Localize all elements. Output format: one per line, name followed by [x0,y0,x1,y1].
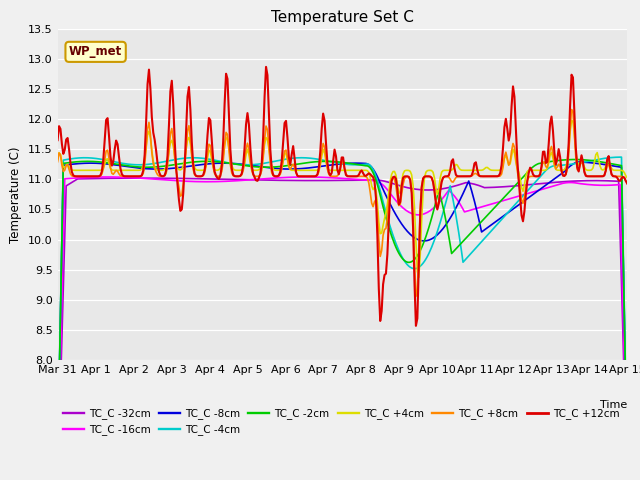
TC_C -8cm [122,164,130,169]
TC_C +8cm [239,168,247,174]
TC_C +8cm [568,107,575,112]
TC_C -4cm [623,458,631,464]
TC_C -8cm [412,236,420,241]
TC_C -8cm [54,463,61,469]
TC_C -32cm [281,178,289,183]
TC_C -16cm [469,206,477,212]
TC_C +4cm [469,168,477,173]
Legend: TC_C -32cm, TC_C -16cm, TC_C -8cm, TC_C -4cm, TC_C -2cm, TC_C +4cm, TC_C +8cm, T: TC_C -32cm, TC_C -16cm, TC_C -8cm, TC_C … [63,408,620,435]
TC_C -16cm [239,178,247,183]
Text: WP_met: WP_met [69,46,122,59]
TC_C -8cm [239,161,247,167]
Line: TC_C -2cm: TC_C -2cm [58,159,627,467]
TC_C -2cm [570,156,578,162]
TC_C +12cm [122,173,130,179]
TC_C -2cm [412,255,420,261]
TC_C +4cm [623,175,631,180]
TC_C -16cm [54,478,61,480]
TC_C -4cm [468,250,476,255]
TC_C +4cm [415,275,422,280]
TC_C +8cm [122,173,130,179]
TC_C -8cm [623,465,631,470]
TC_C +12cm [412,323,420,329]
TC_C -8cm [465,178,472,184]
TC_C -2cm [465,232,472,238]
TC_C +4cm [412,239,420,245]
TC_C +8cm [467,173,474,179]
TC_C +4cm [122,168,130,173]
TC_C +8cm [412,294,420,300]
TC_C -16cm [122,175,130,180]
TC_C -32cm [413,187,421,192]
Line: TC_C -32cm: TC_C -32cm [58,178,627,480]
TC_C +12cm [281,120,289,126]
TC_C -4cm [239,162,247,168]
TC_C +12cm [468,173,476,179]
TC_C -2cm [623,464,631,469]
Title: Temperature Set C: Temperature Set C [271,10,414,25]
Line: TC_C -8cm: TC_C -8cm [58,162,627,468]
TC_C +12cm [262,64,270,70]
TC_C -32cm [241,177,248,182]
TC_C -32cm [469,181,477,187]
TC_C -2cm [239,162,247,168]
TC_C -2cm [54,462,61,468]
TC_C -4cm [618,154,625,160]
TC_C +4cm [239,166,247,171]
TC_C +8cm [279,157,287,163]
TC_C +12cm [239,163,247,168]
TC_C +8cm [469,172,477,178]
TC_C -8cm [279,166,287,172]
TC_C -4cm [54,460,61,466]
TC_C -2cm [122,163,130,168]
TC_C -8cm [573,159,581,165]
TC_C +12cm [470,161,478,167]
TC_C -4cm [412,265,420,271]
TC_C -4cm [122,161,130,167]
TC_C -16cm [302,174,310,180]
Line: TC_C +4cm: TC_C +4cm [58,120,627,277]
TC_C +4cm [54,156,61,162]
TC_C -16cm [413,212,421,218]
TC_C -2cm [279,163,287,169]
TC_C -32cm [140,175,147,181]
TC_C -16cm [279,175,287,180]
TC_C +8cm [413,288,421,293]
Text: Time: Time [600,400,627,410]
TC_C +4cm [279,159,287,165]
Line: TC_C -4cm: TC_C -4cm [58,157,627,463]
TC_C +8cm [54,159,61,165]
TC_C +4cm [467,168,474,173]
Line: TC_C +12cm: TC_C +12cm [58,67,627,326]
Y-axis label: Temperature (C): Temperature (C) [10,146,22,243]
TC_C -8cm [468,188,476,193]
TC_C +12cm [415,264,422,270]
TC_C +12cm [623,180,631,186]
TC_C -4cm [279,156,287,162]
TC_C -4cm [465,253,472,259]
TC_C -32cm [122,175,130,181]
Line: TC_C +8cm: TC_C +8cm [58,109,627,297]
TC_C +12cm [54,137,61,143]
TC_C +8cm [623,180,631,185]
Line: TC_C -16cm: TC_C -16cm [58,177,627,480]
TC_C +4cm [568,118,575,123]
TC_C -32cm [467,180,474,186]
TC_C -2cm [468,229,476,235]
TC_C -16cm [467,207,474,213]
